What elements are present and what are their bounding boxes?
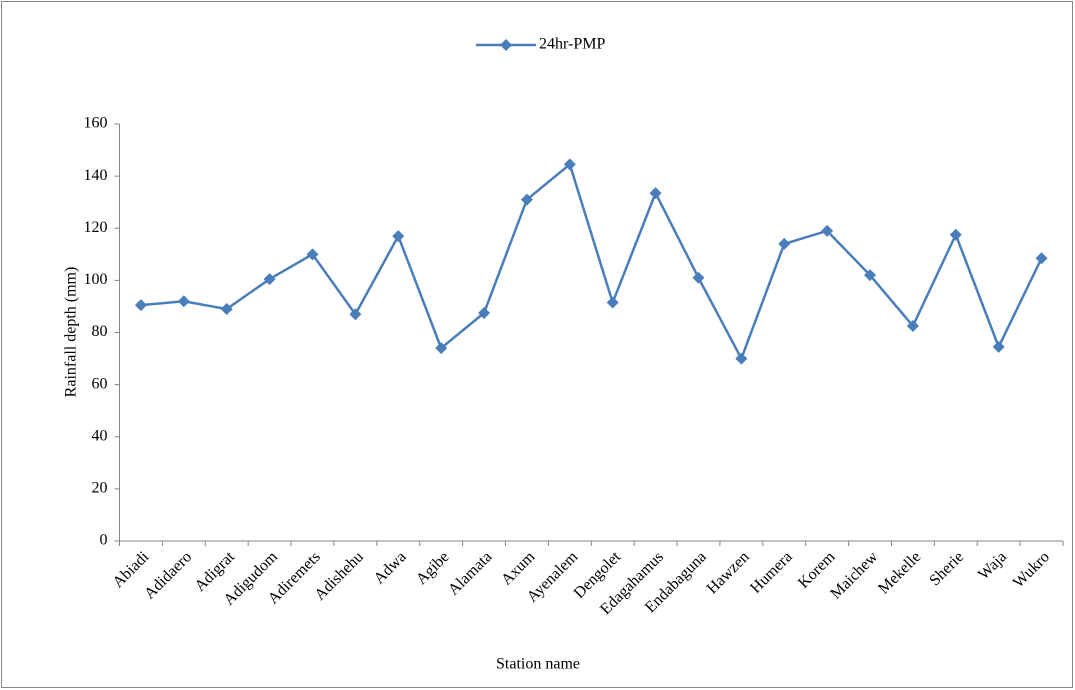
marker: [606, 296, 619, 309]
marker: [520, 193, 533, 206]
marker: [864, 269, 877, 282]
y-tick-label: 140: [84, 167, 108, 184]
marker: [692, 271, 705, 284]
marker: [263, 273, 276, 286]
marker: [177, 295, 190, 308]
marker: [349, 308, 362, 321]
marker: [478, 306, 491, 319]
marker: [392, 230, 405, 243]
y-tick-label: 60: [92, 375, 108, 392]
marker: [949, 228, 962, 241]
series-line: [140, 162, 1043, 362]
marker: [435, 342, 448, 355]
marker: [134, 299, 147, 312]
legend-label: 24hr-PMP: [539, 36, 605, 53]
marker: [649, 187, 662, 200]
y-axis-label: Rainfall depth (mm): [63, 267, 80, 398]
marker: [992, 340, 1005, 353]
marker: [735, 352, 748, 365]
marker: [821, 224, 834, 237]
x-axis-label: Station name: [496, 656, 580, 673]
y-tick-label: 0: [100, 532, 108, 549]
marker: [1035, 252, 1048, 265]
y-tick-label: 160: [84, 115, 108, 132]
y-tick-label: 120: [84, 219, 108, 236]
legend-marker: [500, 39, 512, 51]
y-tick-label: 100: [84, 271, 108, 288]
y-tick-label: 40: [92, 427, 108, 444]
marker: [778, 237, 791, 250]
marker: [220, 303, 233, 316]
y-tick-label: 20: [92, 480, 108, 497]
marker: [306, 248, 319, 261]
marker: [563, 158, 576, 171]
y-tick-label: 80: [92, 323, 108, 340]
marker: [906, 319, 919, 332]
